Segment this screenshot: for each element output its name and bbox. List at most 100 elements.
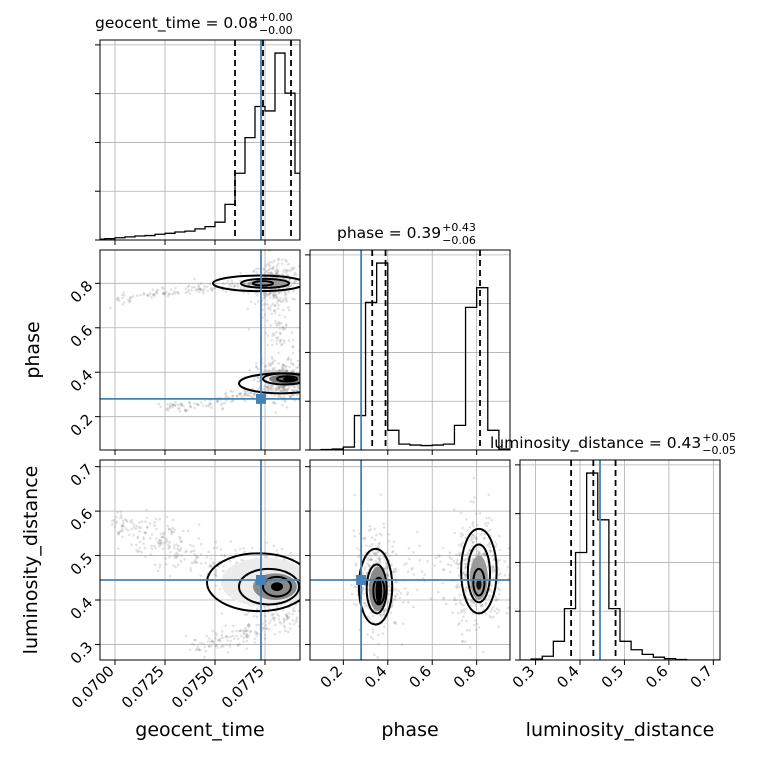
sample-point bbox=[232, 399, 235, 402]
sample-point bbox=[243, 613, 247, 616]
sample-point bbox=[273, 309, 277, 312]
sample-point bbox=[268, 386, 272, 390]
sample-point bbox=[465, 553, 469, 556]
sample-point bbox=[242, 546, 245, 550]
sample-point bbox=[226, 635, 230, 639]
sample-point bbox=[255, 365, 259, 369]
sample-point bbox=[276, 258, 280, 262]
sample-point bbox=[279, 338, 282, 342]
sample-point bbox=[293, 385, 297, 389]
sample-point bbox=[142, 291, 146, 295]
sample-point bbox=[271, 388, 275, 392]
contour-level bbox=[206, 552, 300, 613]
sample-point bbox=[269, 364, 273, 367]
sample-point bbox=[196, 645, 200, 648]
sample-point bbox=[195, 287, 198, 291]
sample-point bbox=[382, 610, 386, 613]
x-tick-label: 0.6 bbox=[642, 662, 672, 692]
sample-point bbox=[448, 551, 452, 555]
sample-point bbox=[262, 296, 266, 300]
sample-point bbox=[285, 369, 288, 373]
sample-point bbox=[161, 292, 165, 296]
sample-point bbox=[157, 544, 161, 548]
sample-point bbox=[282, 364, 286, 367]
sample-point bbox=[407, 570, 410, 574]
sample-point bbox=[280, 366, 284, 370]
sample-point bbox=[145, 516, 149, 520]
sample-point bbox=[281, 385, 285, 388]
sample-point bbox=[491, 554, 494, 558]
sample-point bbox=[376, 655, 380, 659]
sample-point bbox=[245, 639, 249, 643]
sample-point bbox=[282, 386, 285, 390]
sample-point bbox=[490, 567, 494, 571]
sample-point bbox=[460, 603, 463, 606]
sample-point bbox=[368, 616, 372, 620]
sample-point bbox=[443, 568, 446, 571]
sample-point bbox=[270, 304, 273, 308]
sample-point bbox=[232, 285, 236, 289]
sample-point bbox=[464, 586, 468, 589]
sample-point bbox=[370, 557, 373, 561]
sample-point bbox=[418, 558, 421, 562]
sample-point bbox=[266, 388, 270, 392]
hist-phase-panel-content bbox=[310, 250, 510, 450]
sample-point bbox=[301, 588, 304, 591]
sample-point bbox=[367, 529, 371, 532]
sample-point bbox=[231, 394, 234, 398]
sample-point bbox=[262, 626, 266, 630]
sample-point bbox=[199, 574, 202, 578]
sample-point bbox=[463, 640, 467, 643]
sample-point bbox=[490, 616, 493, 619]
sample-point bbox=[278, 385, 281, 388]
sample-point bbox=[157, 538, 161, 542]
sample-point bbox=[302, 384, 305, 387]
sample-point bbox=[135, 294, 139, 297]
sample-point bbox=[219, 403, 223, 407]
sample-point bbox=[214, 568, 218, 572]
sample-point bbox=[168, 555, 171, 559]
sample-point bbox=[161, 535, 164, 539]
sample-point bbox=[132, 526, 136, 529]
sample-point bbox=[253, 637, 257, 641]
sample-point bbox=[303, 386, 306, 389]
sample-point bbox=[189, 569, 193, 572]
sample-point bbox=[216, 399, 220, 403]
sample-point bbox=[390, 563, 393, 566]
sample-point bbox=[394, 595, 397, 599]
sample-point bbox=[481, 650, 485, 654]
sample-point bbox=[304, 575, 307, 578]
sample-point bbox=[269, 267, 272, 271]
sample-point bbox=[238, 279, 242, 283]
sample-point bbox=[210, 644, 213, 648]
sample-point bbox=[284, 324, 288, 328]
sample-point bbox=[291, 393, 294, 397]
sample-point bbox=[187, 284, 191, 287]
sample-point bbox=[295, 393, 298, 397]
sample-point bbox=[292, 273, 296, 277]
sample-point bbox=[282, 619, 286, 622]
sample-point bbox=[193, 549, 196, 553]
sample-point bbox=[224, 624, 228, 627]
sample-point bbox=[378, 613, 382, 617]
sample-point bbox=[152, 292, 156, 296]
sample-point bbox=[135, 548, 138, 552]
sample-point bbox=[276, 298, 280, 302]
sample-point bbox=[457, 563, 461, 566]
sample-point bbox=[483, 553, 486, 557]
sample-point bbox=[198, 287, 202, 291]
sample-point bbox=[461, 526, 464, 530]
sample-point bbox=[162, 541, 166, 545]
sample-point bbox=[194, 561, 198, 565]
sample-point bbox=[144, 520, 147, 523]
sample-point bbox=[195, 555, 199, 559]
sample-point bbox=[188, 648, 192, 652]
sample-point bbox=[373, 653, 376, 657]
sample-point bbox=[392, 568, 396, 571]
sample-point bbox=[457, 585, 460, 589]
sample-point bbox=[287, 615, 290, 619]
sample-point bbox=[454, 602, 458, 606]
hist-geocent-time-panel-content bbox=[100, 40, 300, 240]
sample-point bbox=[490, 549, 493, 553]
sample-point bbox=[193, 277, 196, 281]
